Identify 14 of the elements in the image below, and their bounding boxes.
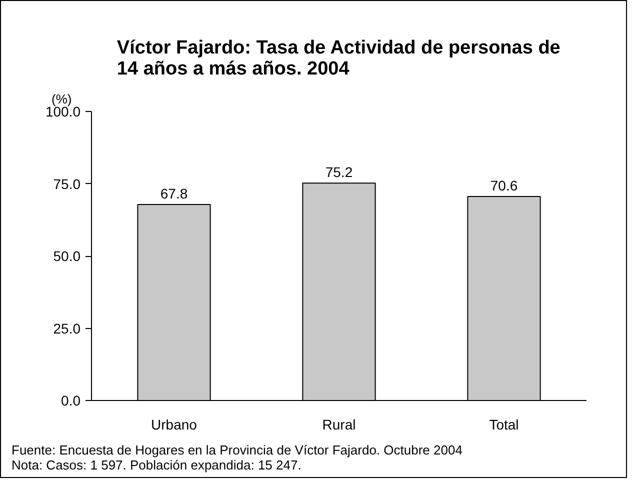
y-tick-label: 0.0 [61,392,81,408]
data-label: 75.2 [325,164,353,180]
data-label: 67.8 [160,186,188,202]
x-tick-label: Total [489,416,519,432]
y-tick-label: 75.0 [53,176,81,192]
data-label: 70.6 [490,177,518,194]
source-note: Fuente: Encuesta de Hogares en la Provincia de Víctor Fajardo. Octubre 2004 [12,442,462,458]
x-tick-label: Rural [322,416,356,432]
x-tick-label: Urbano [151,416,198,432]
y-tick-label: 50.0 [53,248,81,264]
text: Nota: Casos: 1 597. Población expandida: 15 247. [12,458,302,472]
chart-title: Víctor Fajardo: Tasa de Actividad de personas de 14 años a más años. 2004 [116,38,560,80]
y-axis-title: (%) [52,92,72,106]
y-tick-label: 25.0 [53,320,81,336]
